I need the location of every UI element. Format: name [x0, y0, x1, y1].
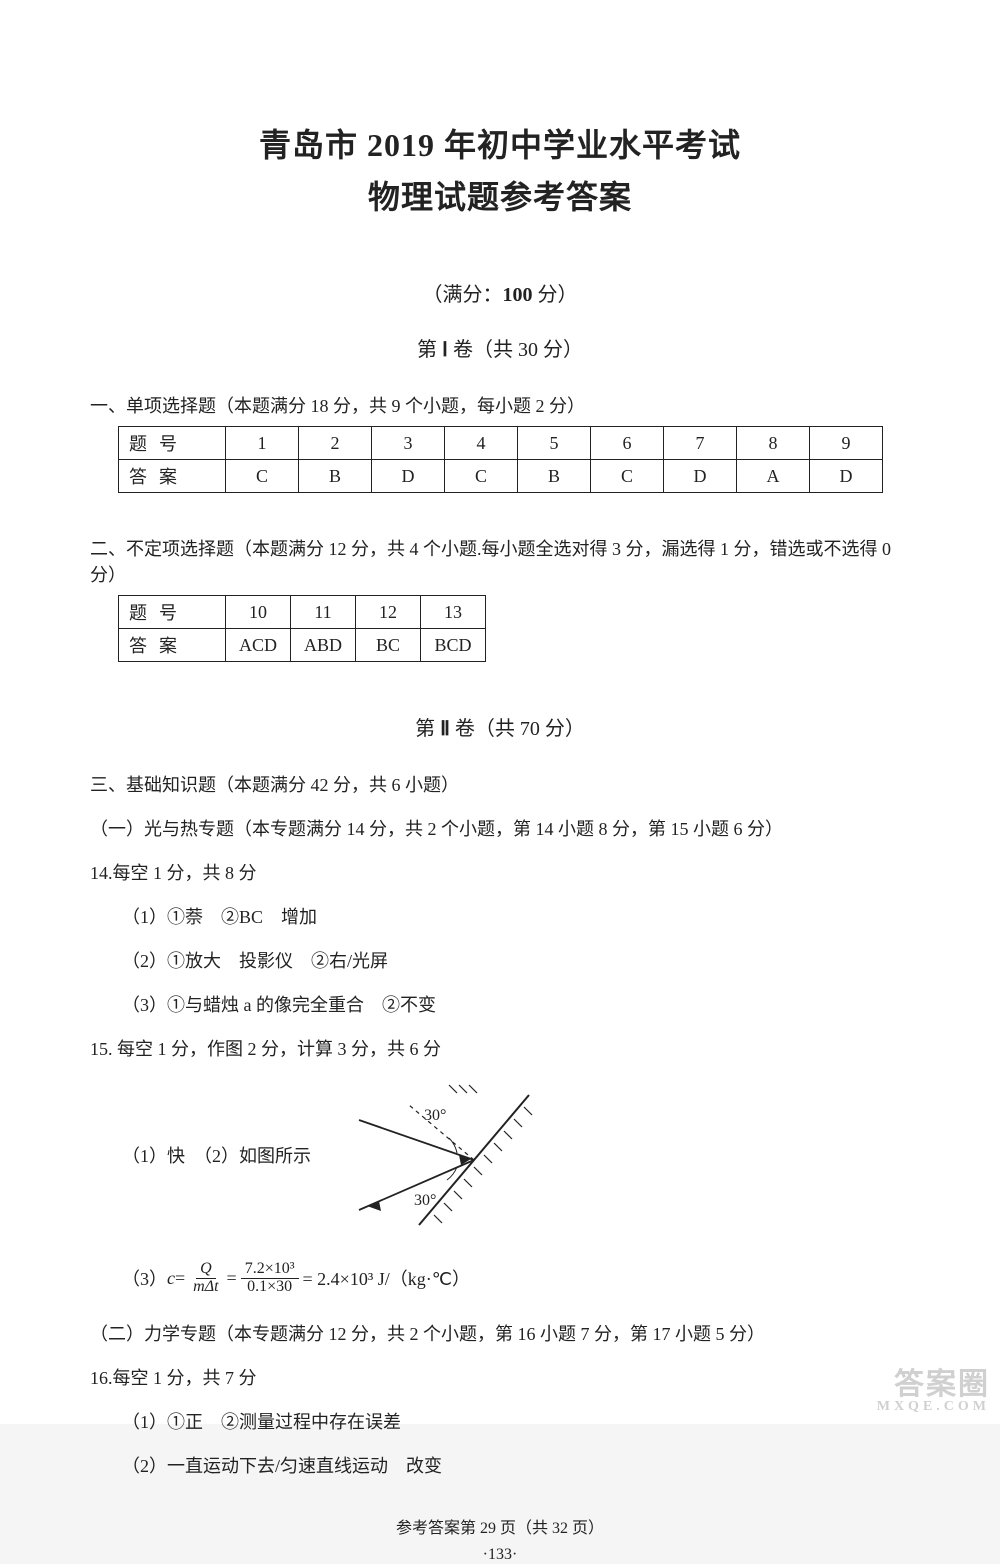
- cell-num: 12: [356, 596, 421, 629]
- cell-num: 9: [810, 427, 883, 460]
- section1-heading: 一、单项选择题（本题满分 18 分，共 9 个小题，每小题 2 分）: [90, 392, 910, 418]
- cell-ans: A: [737, 460, 810, 493]
- row-label-question: 题号: [119, 596, 226, 629]
- cell-num: 6: [591, 427, 664, 460]
- cell-ans: BC: [356, 629, 421, 662]
- full-score-value: 100: [503, 284, 533, 306]
- cell-num: 8: [737, 427, 810, 460]
- cell-ans: D: [664, 460, 737, 493]
- cell-num: 7: [664, 427, 737, 460]
- fraction-2: 7.2×10³ 0.1×30: [241, 1261, 299, 1296]
- cell-ans: ACD: [226, 629, 291, 662]
- footer-page-num: ·133·: [90, 1546, 910, 1564]
- full-score: （满分：100 分）: [90, 278, 910, 307]
- part1-roman: Ⅰ: [437, 339, 453, 361]
- watermark: 答案圈 MXQE.COM: [877, 1370, 990, 1414]
- part1-note: （共 30 分）: [473, 339, 583, 361]
- footer-page-ref: 参考答案第 29 页（共 32 页）: [90, 1514, 910, 1538]
- watermark-main: 答案圈: [894, 1368, 990, 1401]
- full-score-prefix: （满分：: [423, 284, 503, 306]
- q14-line: （1）①萘 ②BC 增加: [122, 903, 910, 929]
- cell-ans: B: [299, 460, 372, 493]
- row-label-answer: 答案: [119, 629, 226, 662]
- table-multi-choice: 题号 10 11 12 13 答案 ACD ABD BC BCD: [118, 595, 486, 662]
- frac2-num: 7.2×10³: [241, 1261, 299, 1279]
- cell-ans: C: [591, 460, 664, 493]
- fraction-1: Q mΔt: [189, 1261, 222, 1296]
- frac1-num: Q: [196, 1261, 216, 1279]
- cell-num: 1: [226, 427, 299, 460]
- cell-num: 2: [299, 427, 372, 460]
- q16-line: （1）①正 ②测量过程中存在误差: [122, 1408, 910, 1434]
- cell-ans: D: [810, 460, 883, 493]
- frac1-den: mΔt: [189, 1279, 222, 1296]
- doc-title-line2: 物理试题参考答案: [90, 172, 910, 218]
- table-row: 题号 10 11 12 13: [119, 596, 486, 629]
- cell-ans: BCD: [421, 629, 486, 662]
- q15-text: （1）快 （2）如图所示: [122, 1142, 311, 1168]
- q15-heading: 15. 每空 1 分，作图 2 分，计算 3 分，共 6 分: [90, 1035, 910, 1061]
- cell-num: 13: [421, 596, 486, 629]
- cell-num: 4: [445, 427, 518, 460]
- part1-prefix: 第: [417, 339, 437, 361]
- part2-roman: Ⅱ: [435, 718, 455, 740]
- row-label-answer: 答案: [119, 460, 226, 493]
- full-score-suffix: 分）: [533, 284, 578, 306]
- frac2-den: 0.1×30: [243, 1279, 296, 1296]
- formula-prefix: （3）: [122, 1265, 167, 1291]
- part2-heading: 第 Ⅱ 卷（共 70 分）: [90, 712, 910, 741]
- part1-label: 卷: [453, 339, 473, 361]
- cell-ans: ABD: [291, 629, 356, 662]
- cell-ans: C: [226, 460, 299, 493]
- section2-heading: 二、不定项选择题（本题满分 12 分，共 4 个小题.每小题全选对得 3 分，漏…: [90, 535, 910, 587]
- topic1-heading: （一）光与热专题（本专题满分 14 分，共 2 个小题，第 14 小题 8 分，…: [90, 815, 910, 841]
- part1-heading: 第 Ⅰ 卷（共 30 分）: [90, 333, 910, 362]
- cell-ans: D: [372, 460, 445, 493]
- formula-result: = 2.4×10³ J/（kg·℃）: [303, 1265, 470, 1291]
- topic2-heading: （二）力学专题（本专题满分 12 分，共 2 个小题，第 16 小题 7 分，第…: [90, 1320, 910, 1346]
- part2-label: 卷: [455, 718, 475, 740]
- table-row: 答案 ACD ABD BC BCD: [119, 629, 486, 662]
- diagram-svg: 30° 30°: [339, 1075, 549, 1235]
- cell-ans: C: [445, 460, 518, 493]
- table-row: 答案 C B D C B C D A D: [119, 460, 883, 493]
- q15-row: （1）快 （2）如图所示: [90, 1075, 910, 1235]
- part2-prefix: 第: [415, 718, 435, 740]
- q14-line: （3）①与蜡烛 a 的像完全重合 ②不变: [122, 991, 910, 1017]
- section3-heading: 三、基础知识题（本题满分 42 分，共 6 小题）: [90, 771, 910, 797]
- q15-formula: （3） c = Q mΔt = 7.2×10³ 0.1×30 = 2.4×10³…: [122, 1261, 910, 1296]
- cell-num: 3: [372, 427, 445, 460]
- page: 青岛市 2019 年初中学业水平考试 物理试题参考答案 （满分：100 分） 第…: [0, 0, 1000, 1424]
- formula-var: c: [167, 1268, 175, 1289]
- q14-heading: 14.每空 1 分，共 8 分: [90, 859, 910, 885]
- reflection-diagram: 30° 30°: [339, 1075, 549, 1235]
- cell-num: 5: [518, 427, 591, 460]
- q16-line: （2）一直运动下去/匀速直线运动 改变: [122, 1452, 910, 1478]
- part2-note: （共 70 分）: [475, 718, 585, 740]
- q16-heading: 16.每空 1 分，共 7 分: [90, 1364, 910, 1390]
- table-row: 题号 1 2 3 4 5 6 7 8 9: [119, 427, 883, 460]
- equals: =: [227, 1268, 237, 1289]
- angle-bottom-label: 30°: [414, 1192, 436, 1209]
- q14-line: （2）①放大 投影仪 ②右/光屏: [122, 947, 910, 973]
- doc-title-line1: 青岛市 2019 年初中学业水平考试: [90, 120, 910, 166]
- cell-num: 10: [226, 596, 291, 629]
- angle-top-label: 30°: [424, 1107, 446, 1124]
- row-label-question: 题号: [119, 427, 226, 460]
- watermark-sub: MXQE.COM: [877, 1400, 990, 1414]
- equals: =: [175, 1268, 185, 1289]
- table-single-choice: 题号 1 2 3 4 5 6 7 8 9 答案 C B D C B C D A …: [118, 426, 883, 493]
- cell-ans: B: [518, 460, 591, 493]
- cell-num: 11: [291, 596, 356, 629]
